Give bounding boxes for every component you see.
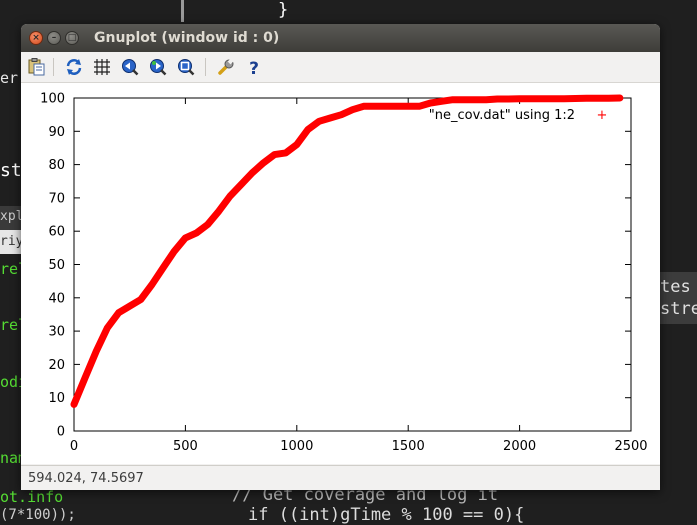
terminal-code-line: if ((int)gTime % 100 == 0){	[248, 505, 525, 525]
terminal-fragment: stre	[660, 299, 697, 319]
y-tick-label: 100	[40, 92, 65, 107]
data-series	[70, 94, 624, 408]
terminal-divider	[181, 0, 184, 22]
x-axis-ticks: 0 500 1000 1500 2000 2500	[70, 98, 648, 454]
terminal-fragment: (7*100));	[0, 507, 76, 523]
terminal-fragment: tes	[660, 277, 691, 297]
zoom-previous-icon	[122, 59, 139, 76]
minimize-button[interactable]: –	[47, 31, 61, 45]
x-tick-label: 0	[70, 439, 78, 454]
zoom-next-button[interactable]	[148, 57, 168, 77]
y-axis-ticks: 0 10 20 30 40 50 60 70 80 90 100	[40, 92, 631, 440]
terminal-fragment: odi	[0, 373, 28, 391]
svg-text:?: ?	[249, 59, 259, 76]
terminal-fragment: ot.info	[0, 488, 64, 506]
x-tick-label: 1500	[392, 439, 425, 454]
x-tick-label: 1000	[280, 439, 313, 454]
legend-label: "ne_cov.dat" using 1:2	[429, 108, 575, 123]
x-tick-label: 2500	[614, 439, 647, 454]
help-button[interactable]: ?	[244, 57, 264, 77]
maximize-icon: □	[67, 33, 77, 43]
close-button[interactable]: ×	[29, 31, 43, 45]
window-title: Gnuplot (window id : 0)	[94, 30, 280, 46]
settings-button[interactable]	[216, 57, 236, 77]
unzoom-button[interactable]	[176, 57, 196, 77]
gnuplot-window: × – □ Gnuplot (window id : 0)	[21, 24, 660, 490]
unzoom-icon	[178, 59, 195, 76]
y-tick-label: 70	[48, 191, 65, 206]
plot-area[interactable]: 0 500 1000 1500 2000 2500 0 10 20 30 40 50 60 70 80 90…	[21, 83, 660, 464]
copy-to-clipboard-button[interactable]	[27, 57, 47, 77]
y-tick-label: 40	[48, 291, 65, 306]
settings-wrench-icon	[218, 58, 234, 75]
minimize-icon: –	[51, 33, 57, 43]
x-tick-label: 500	[173, 439, 198, 454]
chart-svg: 0 500 1000 1500 2000 2500 0 10 20 30 40 50 60 70 80 90…	[40, 92, 648, 455]
series-line	[70, 94, 624, 408]
terminal-fragment: er	[0, 69, 19, 87]
replot-icon	[66, 59, 82, 75]
toolbar-separator	[53, 58, 54, 76]
y-tick-label: 30	[48, 325, 65, 340]
title-bar[interactable]: × – □ Gnuplot (window id : 0)	[21, 24, 660, 52]
terminal-fragment: rel	[0, 260, 28, 278]
toolbar-separator	[205, 58, 206, 76]
y-tick-label: 90	[48, 125, 65, 140]
terminal-comment-line: // Get coverage and log it	[232, 485, 499, 505]
copy-to-clipboard-icon	[28, 58, 45, 76]
cursor-coordinates: 594.024, 74.5697	[28, 471, 144, 486]
grid-icon	[94, 59, 110, 75]
terminal-right-panel	[657, 272, 697, 324]
terminal-fragment: xpl	[0, 209, 24, 224]
zoom-previous-button[interactable]	[120, 57, 140, 77]
y-tick-label: 50	[48, 258, 65, 273]
terminal-fragment: st	[0, 160, 22, 181]
terminal-fragment: rel	[0, 316, 28, 334]
maximize-button[interactable]: □	[65, 31, 79, 45]
grid-button[interactable]	[92, 57, 112, 77]
zoom-next-icon	[150, 59, 167, 76]
close-icon: ×	[32, 33, 40, 43]
legend-marker: +	[597, 108, 608, 123]
toolbar: ?	[21, 52, 660, 83]
y-tick-label: 60	[48, 225, 65, 240]
plot-frame	[73, 97, 632, 432]
y-tick-label: 80	[48, 158, 65, 173]
x-tick-label: 2000	[503, 439, 536, 454]
terminal-brace: }	[278, 0, 289, 20]
y-tick-label: 10	[48, 391, 65, 406]
terminal-fragment: nam	[0, 449, 28, 467]
y-tick-label: 20	[48, 358, 65, 373]
y-tick-label: 0	[57, 425, 65, 440]
replot-button[interactable]	[64, 57, 84, 77]
help-icon: ?	[249, 59, 259, 76]
status-bar: 594.024, 74.5697	[21, 465, 660, 490]
terminal-tab-area	[0, 230, 22, 254]
